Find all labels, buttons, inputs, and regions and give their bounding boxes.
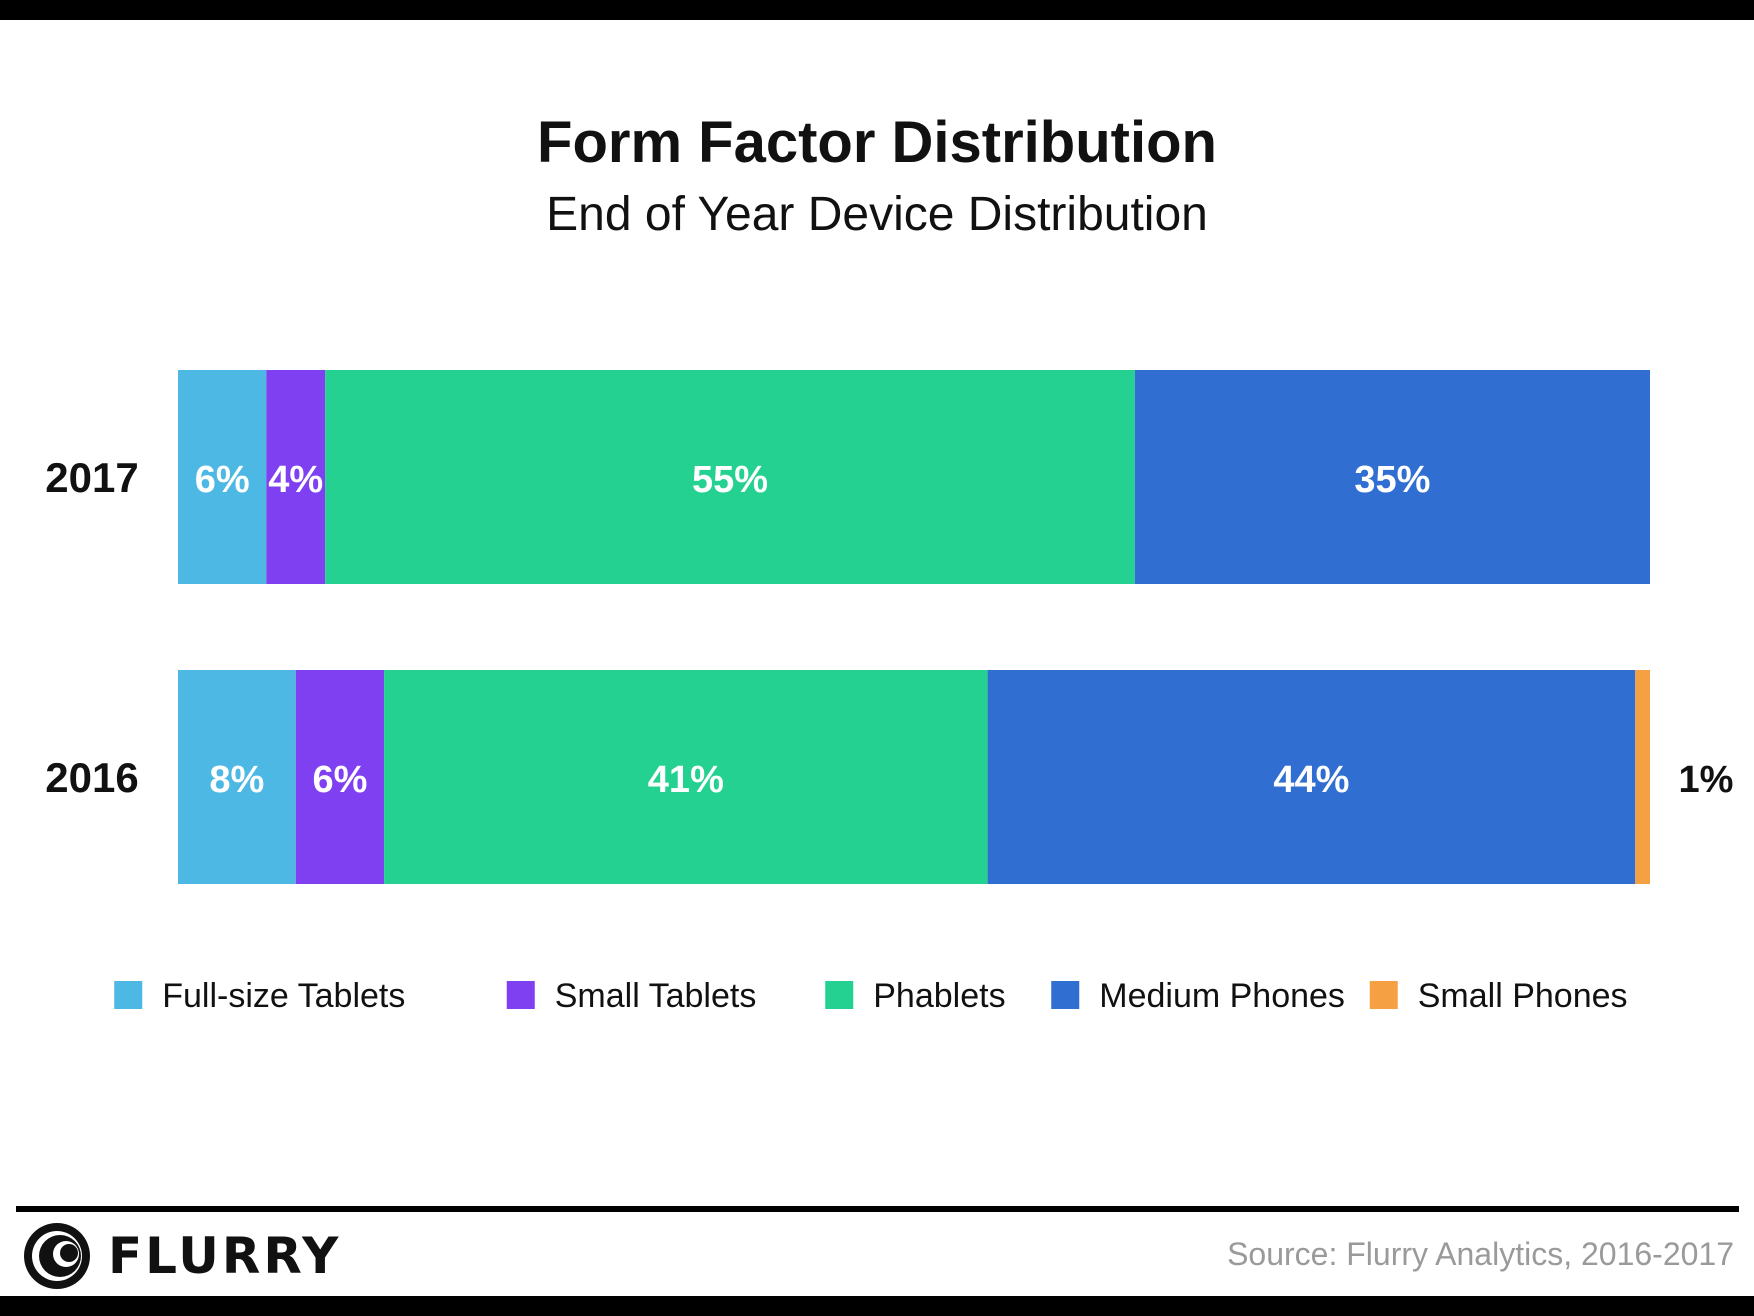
data-label: 1%: [1679, 759, 1734, 801]
bar-segment: [987, 670, 1636, 884]
data-label: 6%: [195, 459, 250, 501]
bar-segment: [178, 670, 296, 884]
legend-swatch: [825, 981, 854, 1009]
bar-segment: [178, 370, 267, 584]
data-label: 35%: [1354, 459, 1430, 501]
data-label: 55%: [692, 459, 768, 501]
data-label: 4%: [268, 459, 323, 501]
legend-label: Small Phones: [1418, 977, 1628, 1015]
legend-swatch: [506, 981, 535, 1009]
legend-label: Medium Phones: [1099, 977, 1345, 1015]
bar-segment: [384, 670, 988, 884]
bar-segment: [325, 370, 1135, 584]
data-label: 41%: [648, 759, 724, 801]
source-note: Source: Flurry Analytics, 2016-2017: [1227, 1236, 1734, 1272]
flurry-logo-text: FLURRY: [108, 1227, 342, 1285]
data-label: 8%: [209, 759, 264, 801]
chart-title: Form Factor Distribution: [537, 110, 1217, 175]
legend-label: Small Tablets: [555, 977, 757, 1015]
legend-swatch: [1051, 981, 1080, 1009]
data-label: 44%: [1273, 759, 1349, 801]
y-axis-label: 2017: [45, 454, 138, 501]
bar-segment: [1134, 370, 1650, 584]
bar-segment: [266, 370, 326, 584]
data-label: 6%: [312, 759, 367, 801]
footer-divider: [16, 1206, 1739, 1212]
y-axis-label: 2016: [45, 754, 138, 801]
top-border: [0, 0, 1754, 20]
stacked-bar-chart: 2017 6% 4% 55% 35% 2016 8% 6% 41% 44% 1% Full-size …: [45, 370, 1734, 1015]
bottom-border: [0, 1296, 1754, 1316]
bar-segment: [1635, 670, 1650, 884]
bar-segment: [295, 670, 385, 884]
chart-subtitle: End of Year Device Distribution: [546, 188, 1208, 241]
flurry-logo-icon: [24, 1223, 90, 1289]
legend-label: Phablets: [873, 977, 1005, 1015]
flurry-logo: FLURRY: [22, 1220, 341, 1292]
legend-label: Full-size Tablets: [162, 977, 405, 1015]
legend-swatch: [114, 981, 143, 1009]
legend-swatch: [1369, 981, 1398, 1009]
